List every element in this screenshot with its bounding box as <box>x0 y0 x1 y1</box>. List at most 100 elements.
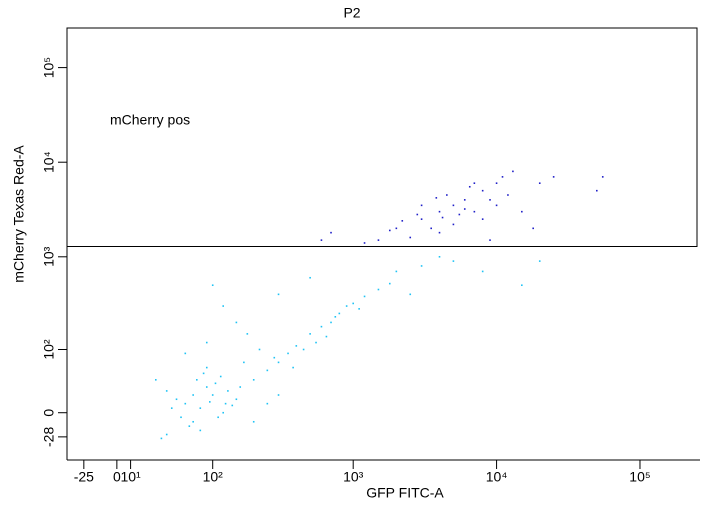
point <box>345 305 348 307</box>
point <box>231 404 234 407</box>
point <box>243 361 245 364</box>
y-tick-label: 10² <box>41 339 57 360</box>
point <box>473 182 476 184</box>
y-tick-label: 10³ <box>41 246 57 267</box>
point <box>309 333 311 335</box>
point <box>188 425 191 427</box>
y-tick-label: 10⁵ <box>41 57 57 78</box>
point <box>273 356 276 359</box>
x-tick-label: 10⁵ <box>629 469 650 485</box>
point <box>235 321 238 324</box>
point <box>538 260 541 262</box>
point <box>334 316 337 318</box>
point <box>199 429 202 432</box>
point <box>266 369 269 372</box>
point <box>330 231 332 234</box>
point <box>521 210 523 213</box>
point <box>409 236 412 239</box>
point <box>409 293 412 296</box>
point <box>309 276 311 279</box>
point <box>388 282 391 285</box>
point <box>507 194 509 196</box>
gate-label: mCherry pos <box>110 112 190 128</box>
point <box>452 204 455 207</box>
point <box>388 229 391 232</box>
point <box>358 308 360 310</box>
point <box>227 390 229 392</box>
point <box>416 213 419 216</box>
point <box>489 199 491 201</box>
point <box>430 227 432 230</box>
point <box>325 335 328 338</box>
point <box>235 398 238 401</box>
gate <box>66 27 698 248</box>
point <box>552 176 555 178</box>
chart-title: P2 <box>343 5 360 21</box>
point <box>512 170 514 173</box>
point <box>211 394 214 396</box>
y-tick-label: -28 <box>41 427 57 447</box>
point <box>438 210 441 213</box>
point <box>438 231 441 234</box>
point <box>538 182 541 184</box>
y-tick-label: 10⁴ <box>41 151 57 173</box>
point <box>302 348 305 351</box>
point <box>277 293 280 296</box>
y-tick-label: 0 <box>41 409 57 417</box>
x-tick-label: -25 <box>74 469 94 485</box>
point <box>596 189 598 192</box>
x-tick-label: 10³ <box>343 469 364 485</box>
point <box>438 255 441 258</box>
point <box>192 394 194 396</box>
point <box>315 341 317 344</box>
point <box>165 390 168 392</box>
point <box>170 407 173 409</box>
point <box>521 284 523 287</box>
x-axis-label: GFP FITC-A <box>366 485 444 501</box>
point <box>205 386 208 388</box>
point <box>277 394 280 396</box>
point <box>208 401 211 403</box>
point <box>463 199 466 201</box>
point <box>320 239 323 241</box>
point <box>211 284 214 287</box>
point <box>481 189 484 192</box>
x-tick-label: 0 <box>113 469 121 485</box>
point <box>295 345 298 347</box>
x-tick-label: 10² <box>203 469 224 485</box>
point <box>532 227 534 230</box>
point <box>292 366 294 369</box>
point <box>481 218 484 220</box>
point <box>196 379 198 381</box>
point <box>287 352 289 355</box>
point <box>266 402 269 405</box>
point <box>452 260 455 262</box>
point <box>224 402 227 405</box>
point <box>489 239 491 241</box>
point <box>180 416 182 419</box>
point <box>395 270 398 273</box>
point <box>452 223 455 226</box>
point <box>395 227 398 230</box>
point <box>435 197 438 199</box>
point <box>219 375 222 378</box>
point <box>501 176 504 178</box>
point <box>217 416 219 419</box>
point <box>154 379 157 381</box>
point <box>252 379 255 381</box>
point <box>184 352 187 355</box>
point <box>205 366 208 369</box>
point <box>277 361 280 364</box>
point <box>420 204 423 207</box>
point <box>222 411 224 414</box>
point <box>192 420 194 423</box>
point <box>363 295 366 298</box>
y-axis-label: mCherry Texas Red-A <box>11 145 27 283</box>
point <box>363 242 366 244</box>
point <box>463 208 466 210</box>
point <box>175 398 178 401</box>
point <box>458 213 461 216</box>
point <box>420 265 423 267</box>
point <box>601 176 604 178</box>
point <box>495 182 498 184</box>
